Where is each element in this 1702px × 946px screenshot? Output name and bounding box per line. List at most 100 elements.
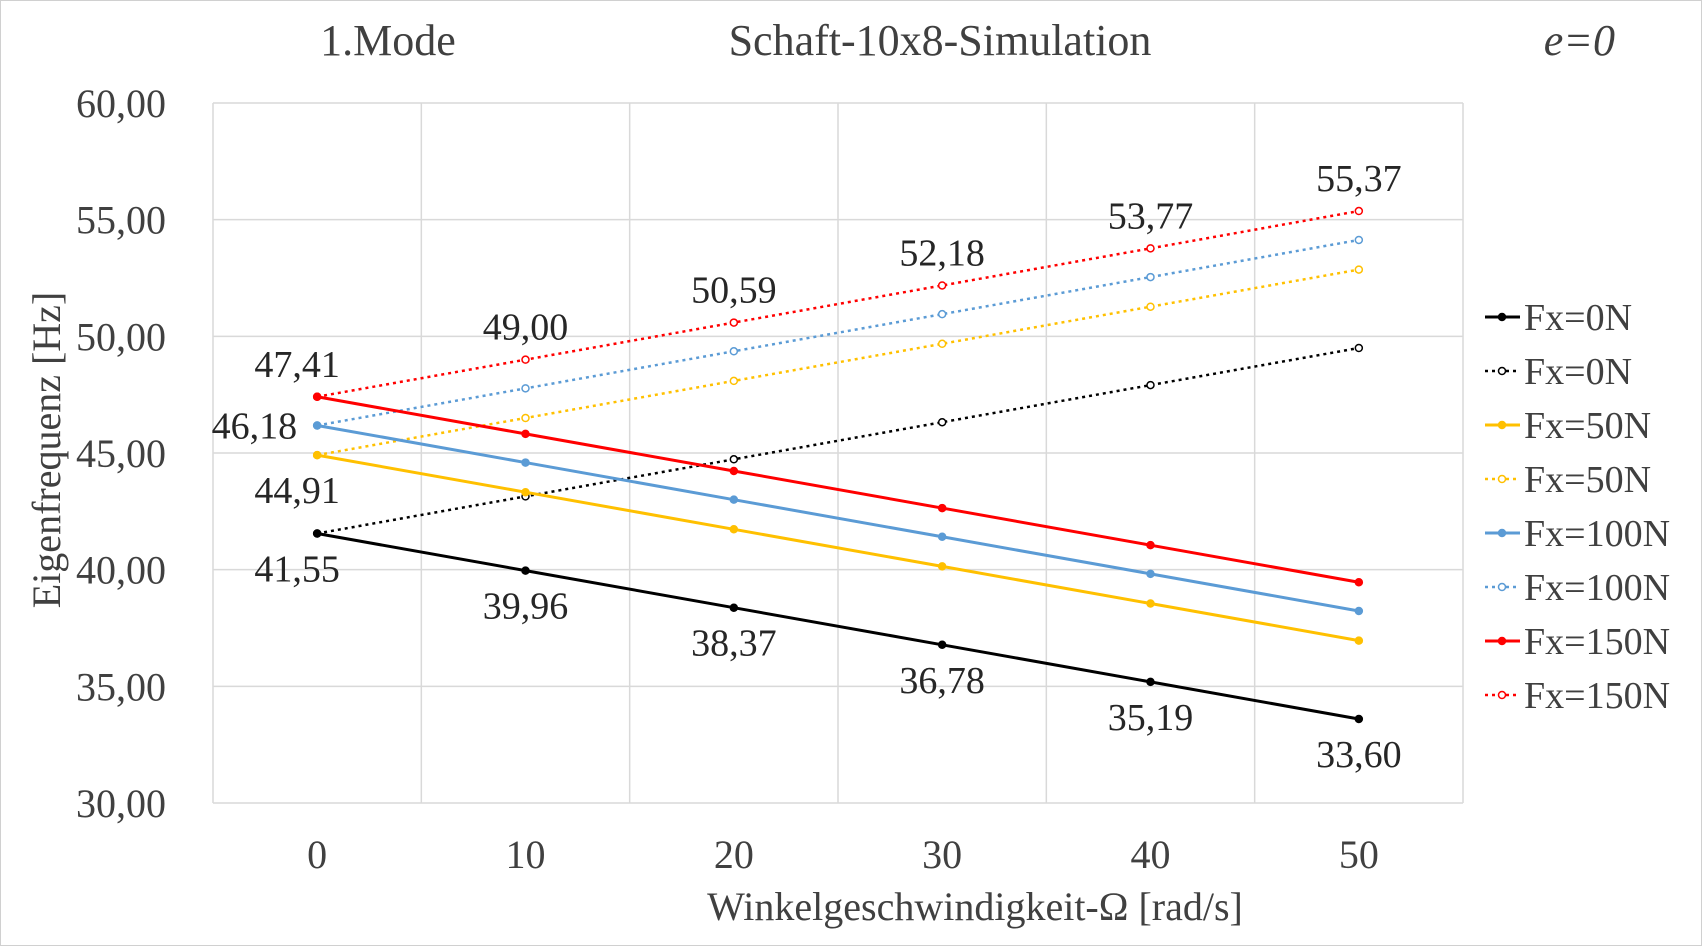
chart-title: Schaft-10x8-Simulation: [729, 16, 1152, 65]
data-label: 46,18: [212, 405, 298, 447]
data-point: [937, 503, 947, 513]
legend-marker: [1497, 474, 1507, 484]
header-right-text: e=0: [1544, 16, 1615, 65]
series-line: [316, 423, 1360, 613]
data-point: [937, 532, 947, 542]
data-label: 36,78: [899, 660, 985, 702]
data-point: [312, 421, 322, 430]
data-point: [729, 376, 739, 386]
data-label: 33,60: [1316, 734, 1402, 776]
y-tick-label: 45,00: [76, 431, 166, 476]
legend-label: Fx=0N: [1524, 351, 1632, 393]
data-label: 50,59: [691, 270, 777, 312]
data-point: [1354, 206, 1364, 216]
data-point: [1146, 540, 1155, 550]
y-tick-label: 55,00: [76, 198, 166, 243]
legend-label: Fx=0N: [1524, 297, 1632, 339]
data-point: [729, 455, 739, 464]
data-point: [729, 603, 739, 612]
series-fx-0n-solid: [312, 529, 1364, 724]
data-point: [1354, 714, 1364, 724]
data-point: [1146, 569, 1155, 579]
data-point: [1146, 599, 1155, 608]
series-line: [316, 395, 1360, 584]
legend-marker: [1497, 366, 1507, 376]
x-tick-label: 50: [1339, 832, 1379, 877]
legend-label: Fx=100N: [1524, 567, 1670, 609]
x-tick-label: 0: [307, 832, 327, 877]
legend-item-fx-0n-solid: Fx=0N: [1485, 297, 1632, 339]
legend-label: Fx=50N: [1524, 459, 1651, 501]
series-fx-100n-solid: [312, 421, 1364, 616]
y-axis-title: Eigenfrequenz [Hz]: [24, 292, 69, 608]
data-point: [521, 429, 530, 439]
data-point: [1354, 606, 1364, 616]
legend-label: Fx=50N: [1524, 405, 1651, 447]
data-point: [1354, 343, 1364, 353]
data-point: [1146, 302, 1155, 311]
gridlines: [212, 102, 1464, 804]
y-tick-label: 35,00: [76, 664, 166, 709]
x-axis-title: Winkelgeschwindigkeit-Ω [rad/s]: [707, 884, 1243, 929]
data-point: [937, 339, 947, 349]
series-fx-50n-solid: [312, 450, 1364, 645]
data-label: 47,41: [254, 344, 340, 386]
data-point: [937, 562, 947, 571]
data-label: 39,96: [483, 586, 569, 628]
data-label: 53,77: [1108, 195, 1194, 237]
data-point: [729, 495, 739, 504]
legend-marker: [1497, 312, 1507, 322]
data-point: [1146, 244, 1155, 253]
legend-item-fx-100n-dotted: Fx=100N: [1485, 567, 1670, 609]
x-tick-label: 10: [506, 832, 546, 877]
legend: Fx=0N Fx=0N Fx=50N Fx=50N Fx=100N Fx=100N Fx=1…: [1485, 297, 1670, 717]
data-point: [312, 392, 322, 402]
data-point: [729, 347, 739, 356]
legend-marker: [1497, 636, 1507, 646]
legend-item-fx-50n-dotted: Fx=50N: [1485, 459, 1651, 501]
y-tick-labels: 30,00 35,00 40,00 45,00 50,00 55,00 60,00: [76, 81, 166, 826]
x-tick-labels: 0 10 20 30 40 50: [307, 832, 1379, 877]
x-tick-label: 20: [714, 832, 754, 877]
data-label: 38,37: [691, 623, 777, 665]
series-line: [316, 532, 1360, 721]
data-point: [1354, 235, 1364, 245]
data-label: 35,19: [1108, 697, 1194, 739]
data-label: 44,91: [254, 470, 340, 512]
data-label: 49,00: [483, 307, 569, 349]
y-tick-label: 50,00: [76, 314, 166, 359]
legend-item-fx-150n-dotted: Fx=150N: [1485, 675, 1670, 717]
data-point: [1146, 677, 1155, 687]
series-line: [316, 238, 1360, 427]
data-point: [521, 413, 530, 423]
legend-marker: [1497, 528, 1507, 538]
series-line: [316, 268, 1360, 457]
data-label: 41,55: [254, 549, 340, 591]
header-left-text: 1.Mode: [320, 16, 456, 65]
data-point: [312, 450, 322, 460]
legend-item-fx-50n-solid: Fx=50N: [1485, 405, 1651, 447]
legend-label: Fx=150N: [1524, 621, 1670, 663]
legend-marker: [1497, 690, 1507, 700]
x-tick-label: 40: [1131, 832, 1171, 877]
data-point: [729, 318, 739, 327]
series-line: [316, 453, 1360, 643]
data-point: [521, 355, 530, 364]
data-point: [1146, 272, 1155, 282]
y-tick-label: 60,00: [76, 81, 166, 126]
data-point: [1146, 380, 1155, 390]
y-tick-label: 40,00: [76, 548, 166, 593]
legend-item-fx-100n-solid: Fx=100N: [1485, 513, 1670, 555]
series-line: [316, 209, 1360, 398]
series-fx-150n-solid: [312, 392, 1364, 587]
legend-label: Fx=150N: [1524, 675, 1670, 717]
data-point: [521, 566, 530, 575]
legend-item-fx-0n-dotted: Fx=0N: [1485, 351, 1632, 393]
data-point: [521, 384, 530, 393]
legend-label: Fx=100N: [1524, 513, 1670, 555]
legend-marker: [1497, 420, 1507, 430]
data-point: [729, 466, 739, 476]
legend-item-fx-150n-solid: Fx=150N: [1485, 621, 1670, 663]
